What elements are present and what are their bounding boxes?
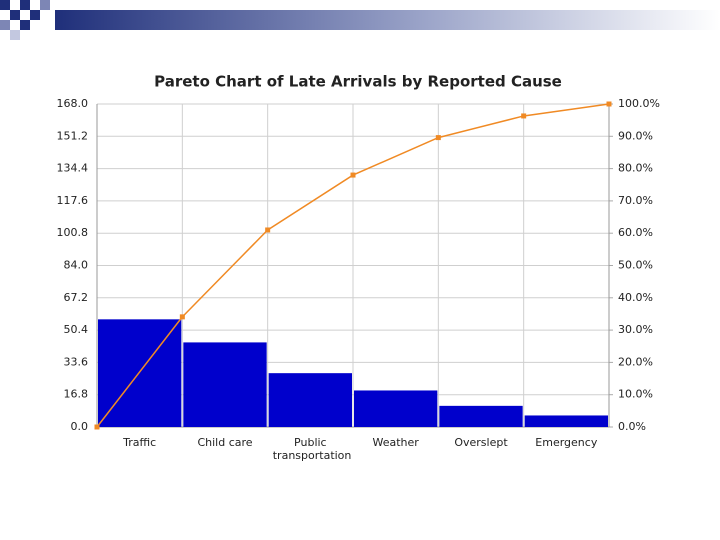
y2-tick-label: 40.0% — [618, 291, 653, 304]
x-tick-label: Public transportation — [269, 436, 351, 462]
y2-tick-label: 50.0% — [618, 259, 653, 272]
line-marker — [350, 172, 356, 178]
line-marker — [179, 314, 185, 320]
chart-title: Pareto Chart of Late Arrivals by Reporte… — [154, 73, 562, 91]
x-tick-label: Overslept — [454, 436, 508, 449]
cumulative-line — [181, 103, 610, 318]
y2-tick-label: 20.0% — [618, 355, 653, 368]
y-tick-label: 33.6 — [64, 355, 89, 368]
bar — [439, 405, 523, 427]
slide-header — [0, 0, 720, 40]
line-origin-marker — [94, 424, 100, 430]
line-marker — [435, 135, 441, 141]
x-tick-label: Traffic — [122, 436, 156, 449]
bar — [183, 342, 267, 427]
y-tick-label: 134.4 — [57, 162, 89, 175]
bar — [524, 415, 608, 427]
line-marker — [521, 113, 527, 119]
y2-tick-label: 10.0% — [618, 388, 653, 401]
y2-tick-label: 90.0% — [618, 129, 653, 142]
y-tick-label: 67.2 — [64, 291, 89, 304]
y-tick-label: 50.4 — [64, 323, 89, 336]
bar — [354, 390, 438, 427]
y2-tick-label: 30.0% — [618, 323, 653, 336]
y-tick-label: 16.8 — [64, 388, 89, 401]
y-tick-label: 100.8 — [57, 226, 89, 239]
bar — [268, 373, 352, 427]
x-tick-label: Emergency — [535, 436, 598, 449]
y2-tick-label: 80.0% — [618, 162, 653, 175]
x-tick-label: Child care — [197, 436, 252, 449]
line-marker — [606, 101, 612, 107]
y-tick-label: 151.2 — [57, 129, 89, 142]
y2-tick-label: 100.0% — [618, 97, 660, 110]
y-tick-label: 168.0 — [57, 97, 89, 110]
x-tick-label: Weather — [373, 436, 420, 449]
y-tick-label: 84.0 — [64, 259, 89, 272]
y-tick-label: 0.0 — [71, 420, 89, 433]
y-tick-label: 117.6 — [57, 194, 89, 207]
y2-tick-label: 0.0% — [618, 420, 646, 433]
y2-tick-label: 60.0% — [618, 226, 653, 239]
line-marker — [265, 227, 271, 233]
line-lead — [96, 316, 183, 428]
y2-tick-label: 70.0% — [618, 194, 653, 207]
